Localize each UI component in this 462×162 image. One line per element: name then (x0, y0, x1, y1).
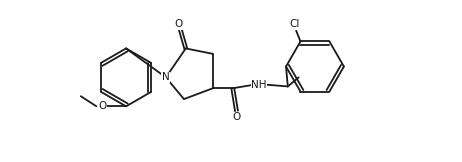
Text: O: O (232, 112, 241, 122)
Text: O: O (98, 101, 107, 111)
Text: NH: NH (251, 80, 267, 90)
Text: Cl: Cl (289, 19, 299, 29)
Text: O: O (174, 19, 182, 29)
Text: N: N (162, 72, 170, 82)
